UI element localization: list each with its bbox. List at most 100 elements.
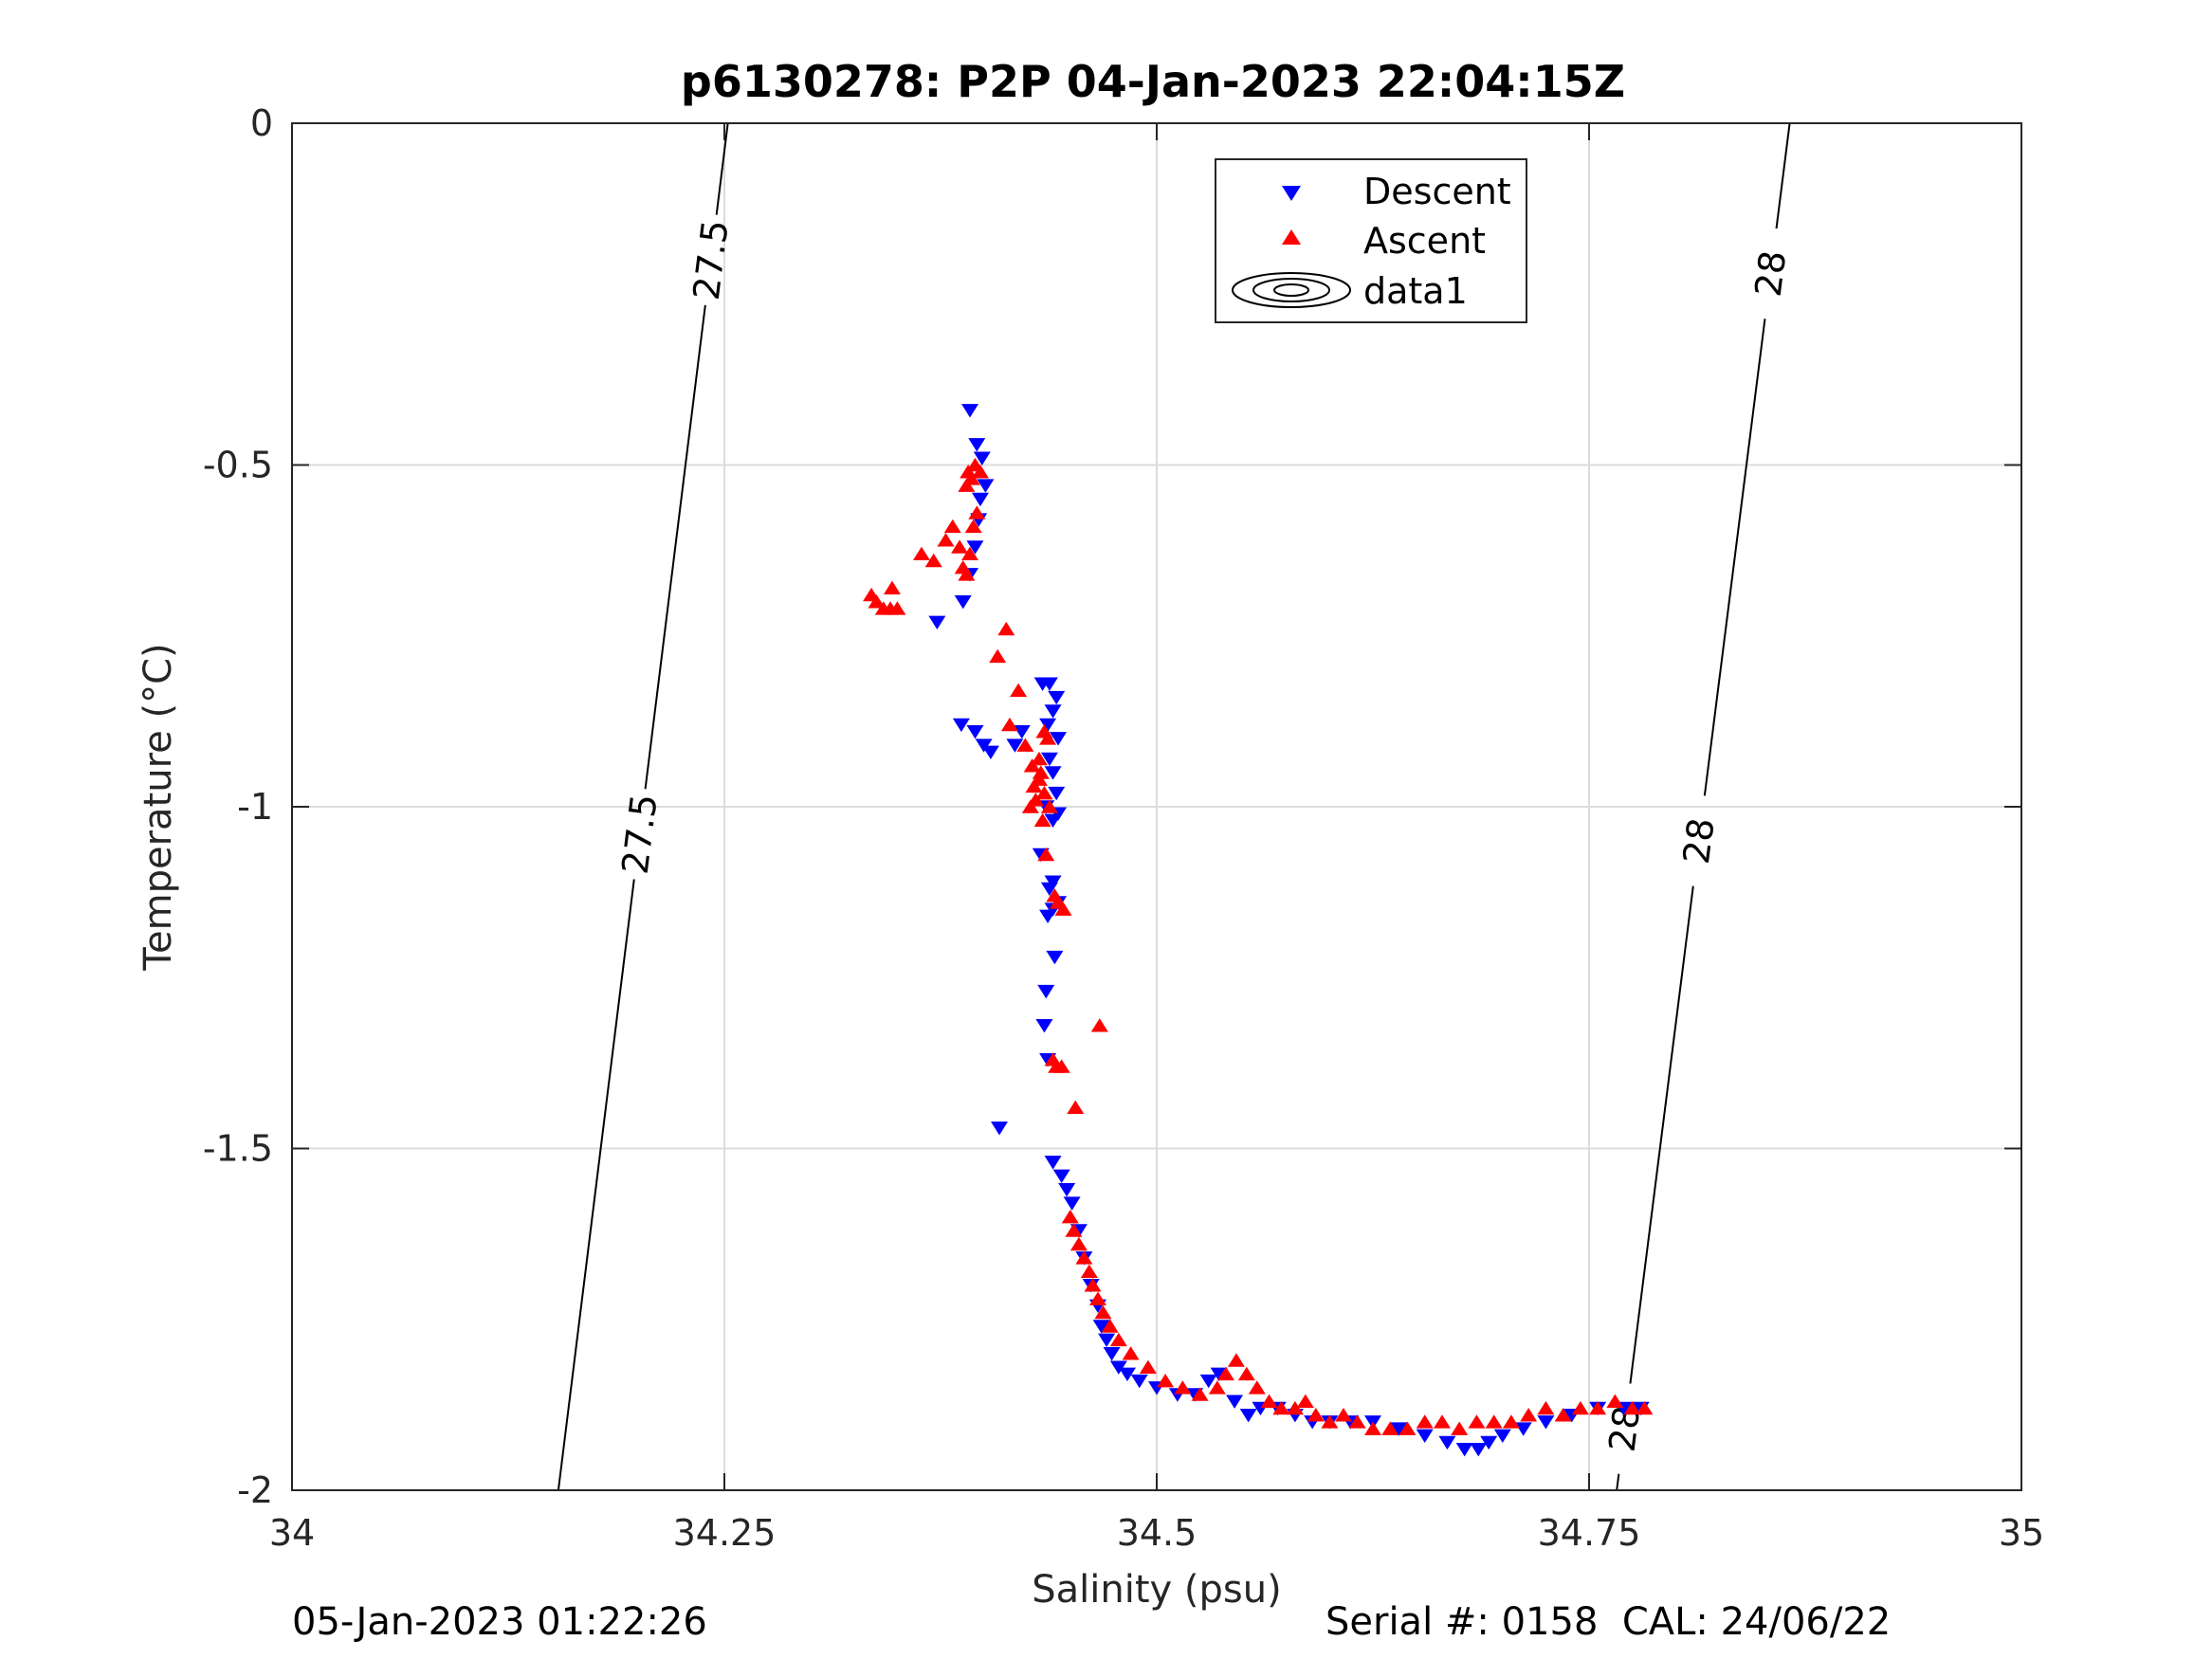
ascent-point	[888, 601, 906, 615]
ascent-point	[951, 539, 969, 554]
descent-point	[968, 438, 986, 452]
ascent-point	[1248, 1380, 1266, 1395]
ascent-point	[1589, 1400, 1607, 1415]
contour-line	[1616, 1473, 1620, 1491]
data-points	[863, 404, 1654, 1457]
ascent-point	[1000, 717, 1018, 732]
ascent-point	[1030, 772, 1048, 786]
ascent-point	[1321, 1414, 1339, 1429]
descent-point	[981, 745, 999, 759]
x-tick-label: 34.25	[673, 1512, 777, 1554]
descent-point	[961, 404, 979, 418]
ascent-point	[1364, 1421, 1381, 1435]
ascent-point	[1485, 1414, 1503, 1429]
descent-point	[1039, 718, 1057, 733]
ascent-point	[883, 580, 901, 595]
descent-point	[1044, 704, 1062, 719]
ascent-point	[997, 621, 1015, 636]
descent-point	[1050, 732, 1068, 746]
descent-point	[1058, 1183, 1076, 1197]
ascent-point	[1084, 1278, 1102, 1292]
ascent-point	[1067, 1100, 1085, 1114]
descent-point	[1044, 766, 1062, 780]
ascent-point	[1502, 1414, 1520, 1429]
ascent-point	[1334, 1408, 1352, 1422]
ascent-point	[1021, 799, 1039, 813]
ascent-point	[1032, 765, 1050, 779]
ascent-point	[1307, 1408, 1325, 1422]
descent-point	[1044, 875, 1062, 889]
axis-ticks: 34 34.25 34.5 34.75 35 0 -0.5 -1 -1.5 -2	[203, 102, 2044, 1554]
descent-point	[966, 540, 984, 555]
descent-point	[1109, 1360, 1127, 1375]
ascent-point	[958, 478, 976, 492]
series-ascent	[863, 457, 1654, 1435]
descent-point	[1052, 1169, 1070, 1183]
ascent-point	[943, 519, 961, 534]
descent-point	[1006, 738, 1024, 753]
ascent-point	[868, 594, 886, 609]
descent-point	[1035, 1018, 1053, 1033]
descent-point	[971, 492, 989, 507]
chart-title: p6130278: P2P 04-Jan-2023 22:04:15Z	[681, 56, 1625, 107]
ascent-point	[1016, 738, 1034, 752]
ascent-point	[1398, 1421, 1417, 1435]
contour-line	[715, 122, 729, 215]
descent-point	[1470, 1442, 1488, 1457]
ascent-point	[1191, 1387, 1209, 1401]
footer-timestamp: 05-Jan-2023 01:22:26	[292, 1600, 707, 1644]
descent-point	[1239, 1408, 1257, 1423]
ascent-point	[1216, 1366, 1234, 1381]
ascent-point	[1033, 812, 1051, 828]
descent-point	[1199, 1374, 1217, 1389]
legend-contour-icon	[1232, 272, 1351, 308]
descent-point	[1480, 1435, 1498, 1450]
descent-point	[1416, 1429, 1434, 1443]
legend-descent-marker	[1282, 186, 1301, 201]
descent-point	[991, 1121, 1009, 1136]
y-axis-label: Temperature (°C)	[137, 643, 180, 971]
x-tick-label: 35	[1999, 1512, 2044, 1554]
descent-point	[1537, 1415, 1555, 1430]
ascent-point	[1090, 1018, 1108, 1032]
ascent-point	[966, 457, 984, 472]
ascent-point	[1554, 1408, 1572, 1422]
ascent-point	[968, 505, 986, 520]
ascent-point	[1381, 1421, 1399, 1435]
contour-label: 27.5	[614, 792, 666, 876]
ascent-point	[1039, 731, 1057, 745]
ascent-point	[1433, 1414, 1451, 1429]
ascent-point	[1069, 1236, 1088, 1251]
ascent-point	[1109, 1332, 1127, 1347]
ascent-point	[1227, 1353, 1245, 1367]
ascent-point	[1571, 1400, 1589, 1415]
descent-point	[1226, 1395, 1244, 1409]
ascent-point	[1296, 1394, 1314, 1409]
descent-point	[1048, 690, 1066, 705]
footer-serial-cal: Serial #: 0158 CAL: 24/06/22	[1325, 1600, 1892, 1644]
ascent-point	[1023, 758, 1041, 773]
ascent-point	[1286, 1400, 1304, 1415]
x-tick-label: 34.5	[1117, 1512, 1197, 1554]
legend-ascent-label: Ascent	[1363, 220, 1486, 262]
ascent-point	[1468, 1414, 1486, 1429]
ascent-point	[1139, 1359, 1157, 1374]
ascent-point	[1075, 1250, 1093, 1265]
y-tick-label: 0	[250, 102, 273, 144]
descent-point	[1493, 1429, 1511, 1443]
descent-point	[1103, 1347, 1121, 1361]
ascent-point	[1451, 1421, 1469, 1435]
x-axis-label: Salinity (psu)	[1032, 1568, 1281, 1612]
ascent-point	[1122, 1346, 1140, 1360]
y-tick-label: -1.5	[203, 1128, 273, 1170]
y-tick-label: -0.5	[203, 445, 273, 486]
descent-point	[1046, 950, 1064, 965]
ascent-point	[1080, 1264, 1098, 1279]
contour-label: 28	[1747, 248, 1795, 299]
ascent-point	[1025, 778, 1043, 793]
ascent-point	[958, 567, 976, 581]
legend-data1-label: data1	[1363, 270, 1468, 312]
contour-line	[1703, 319, 1766, 796]
y-tick-label: -1	[237, 786, 273, 828]
